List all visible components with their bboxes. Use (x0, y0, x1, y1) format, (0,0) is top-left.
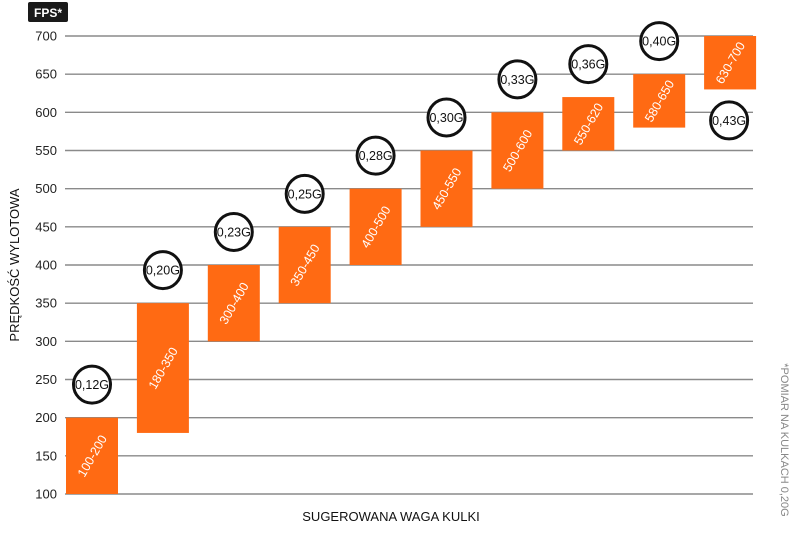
weight-marker: 0,12G (72, 364, 112, 405)
unit-label: FPS* (34, 6, 62, 20)
bar-580-650 (633, 74, 686, 128)
y-tick-label: 600 (35, 105, 57, 120)
weight-circle (213, 212, 254, 252)
bar-550-620 (562, 97, 615, 151)
y-tick-label: 400 (35, 258, 57, 273)
weight-label: 0,12G (75, 378, 109, 392)
unit-badge: FPS* (28, 2, 68, 22)
y-tick-label: 500 (35, 181, 57, 196)
weight-marker: 0,40G (639, 21, 680, 62)
weight-circle (355, 135, 396, 176)
weight-marker: 0,25G (284, 173, 325, 214)
bar-450-550 (420, 150, 473, 227)
y-tick-label: 100 (35, 487, 57, 502)
weight-marker: 0,36G (568, 44, 609, 85)
y-tick-label: 450 (35, 219, 57, 234)
y-tick-label: 250 (35, 372, 57, 387)
bar-300-400 (207, 265, 260, 342)
weight-label: 0,36G (571, 58, 605, 72)
weight-label: 0,43G (712, 114, 746, 128)
weight-circle (639, 21, 680, 62)
weight-circle (709, 100, 750, 141)
bar-100-200 (66, 417, 118, 494)
measurement-note: *POMIAR NA KULKACH 0,20G (778, 363, 790, 516)
bars: 100-200180-350300-400350-450400-500450-5… (66, 36, 757, 494)
y-tick-label: 350 (35, 296, 57, 311)
weight-label: 0,23G (217, 226, 251, 240)
y-tick-labels: 100 150 200 250 300 350 400 450 500 550 600 650 700 (35, 29, 57, 502)
weight-label: 0,33G (500, 73, 534, 87)
weight-marker: 0,33G (497, 59, 538, 100)
weight-label: 0,20G (146, 264, 180, 278)
weight-label: 0,30G (429, 111, 463, 125)
weight-label: 0,40G (642, 35, 676, 49)
weight-circle (426, 97, 467, 138)
weight-marker: 0,20G (142, 250, 183, 291)
y-axis-title: PRĘDKOŚĆ WYLOTOWA (7, 188, 22, 341)
weight-markers: 0,12G 0,20G 0,23G 0,25G 0,28G 0,30G 0,33G 0,36G… (72, 21, 750, 405)
weight-marker: 0,28G (355, 135, 396, 176)
y-tick-label: 150 (35, 448, 57, 463)
y-tick-label: 300 (35, 334, 57, 349)
bar-180-350 (136, 303, 189, 433)
weight-circle (497, 59, 538, 100)
weight-circle (142, 250, 183, 291)
weight-marker: 0,23G (213, 212, 254, 252)
y-tick-label: 650 (35, 67, 57, 82)
y-tick-label: 200 (35, 410, 57, 425)
bar-630-700 (704, 36, 757, 90)
weight-marker: 0,43G (709, 100, 750, 141)
y-tick-label: 550 (35, 143, 57, 158)
bar-400-500 (349, 188, 402, 265)
x-axis-title: SUGEROWANA WAGA KULKI (302, 509, 479, 524)
weight-circle (72, 364, 112, 405)
weight-label: 0,28G (359, 149, 393, 163)
weight-circle (284, 173, 325, 214)
weight-label: 0,25G (288, 187, 322, 201)
bar-350-450 (278, 226, 331, 304)
y-tick-label: 700 (35, 29, 57, 44)
weight-marker: 0,30G (426, 97, 467, 138)
bar-500-600 (491, 112, 544, 189)
weight-circle (568, 44, 609, 85)
